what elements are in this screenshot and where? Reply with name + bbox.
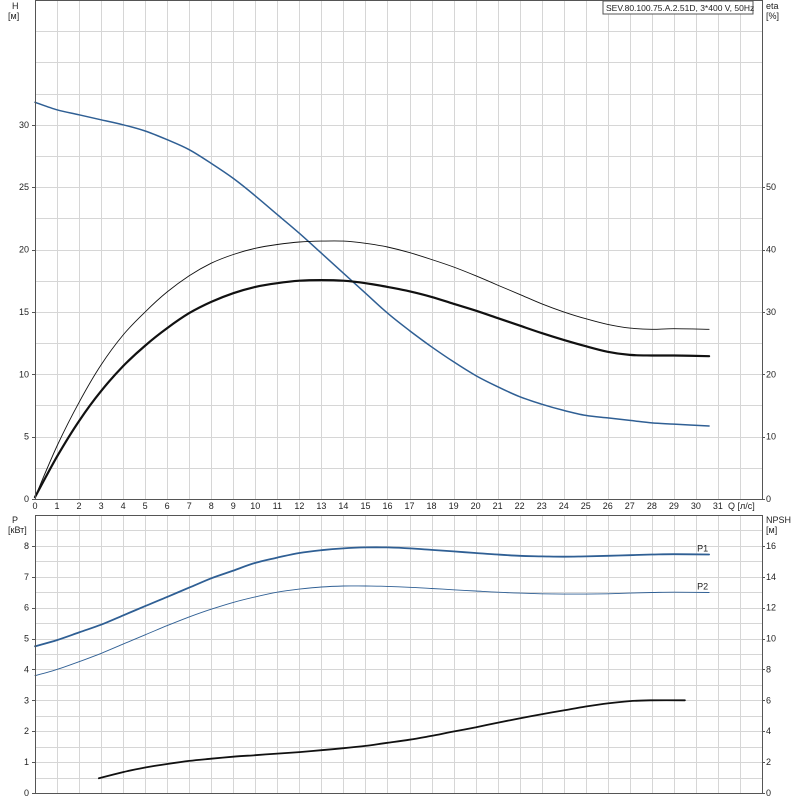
x-axis-title: Q [л/с] [728,501,755,511]
bottom-right-tick-label: 16 [766,541,776,551]
x-tick-label: 18 [427,501,437,511]
x-tick-label: 21 [493,501,503,511]
x-tick-label: 13 [316,501,326,511]
bottom-panel-grid [35,515,763,794]
top-right-tick-label: 0 [766,494,771,504]
bottom-left-tick-label: 8 [24,541,29,551]
x-tick-label: 24 [559,501,569,511]
x-tick-label: 26 [603,501,613,511]
x-tick-label: 29 [669,501,679,511]
top-left-tick-label: 30 [19,120,29,130]
x-tick-label: 17 [405,501,415,511]
x-tick-label: 8 [209,501,214,511]
series-label-P2: P2 [697,582,708,592]
top-left-tick-label: 10 [19,369,29,379]
bottom-right-tick-label: 6 [766,695,771,705]
top-right-axis-unit: [%] [766,11,779,21]
series-label-P1: P1 [697,544,708,554]
x-tick-label: 28 [647,501,657,511]
bottom-right-tick-label: 0 [766,788,771,798]
series-line-bottom-0 [34,546,710,648]
bottom-right-tick-label: 2 [766,757,771,767]
x-tick-label: 15 [360,501,370,511]
x-tick-label: 30 [691,501,701,511]
top-left-tick-label: 20 [19,245,29,255]
bottom-left-tick-label: 6 [24,603,29,613]
x-tick-label: 6 [165,501,170,511]
series-layer: P1 P2 [33,101,711,780]
series-line-top-2 [33,279,711,499]
x-tick-label: 23 [537,501,547,511]
top-right-tick-label: 30 [766,307,776,317]
series-line-top-1 [34,240,710,498]
x-tick-label: 3 [99,501,104,511]
x-tick-label: 0 [32,501,37,511]
bottom-left-tick-label: 4 [24,664,29,674]
top-right-tick-label: 40 [766,245,776,255]
bottom-left-tick-label: 7 [24,572,29,582]
x-tick-label: 14 [338,501,348,511]
x-tick-label: 4 [121,501,126,511]
bottom-left-axis-title: P [12,515,18,525]
bottom-right-axis-title: NPSH [766,515,791,525]
bottom-right-axis-unit: [м] [766,525,777,535]
bottom-right-tick-label: 8 [766,664,771,674]
top-left-tick-label: 15 [19,307,29,317]
x-tick-label: 2 [77,501,82,511]
x-tick-label: 10 [250,501,260,511]
x-tick-label: 5 [143,501,148,511]
x-tick-label: 1 [55,501,60,511]
series-line-top-0 [34,101,710,427]
x-tick-label: 12 [294,501,304,511]
x-tick-label: 16 [382,501,392,511]
top-left-axis-title: H [12,1,19,11]
bottom-right-tick-label: 10 [766,634,776,644]
bottom-left-axis-unit: [кВт] [8,525,27,535]
top-left-axis-unit: [м] [8,11,19,21]
x-tick-label: 20 [471,501,481,511]
x-tick-label: 27 [625,501,635,511]
top-right-tick-label: 10 [766,432,776,442]
x-tick-label: 19 [449,501,459,511]
bottom-left-tick-label: 3 [24,695,29,705]
x-tick-label: 9 [231,501,236,511]
bottom-right-tick-label: 12 [766,603,776,613]
x-tick-label: 31 [713,501,723,511]
bottom-left-tick-label: 0 [24,788,29,798]
top-left-tick-label: 5 [24,432,29,442]
model-label: SEV.80.100.75.A.2.51D, 3*400 V, 50Hz [606,3,754,13]
x-tick-label: 25 [581,501,591,511]
series-line-bottom-1 [34,585,710,677]
top-left-tick-label: 25 [19,182,29,192]
x-tick-label: 22 [515,501,525,511]
bottom-left-tick-label: 1 [24,757,29,767]
top-right-tick-label: 50 [766,182,776,192]
bottom-left-tick-label: 2 [24,726,29,736]
series-line-bottom-2 [98,699,686,780]
bottom-right-tick-label: 4 [766,726,771,736]
bottom-right-tick-label: 14 [766,572,776,582]
top-left-tick-label: 0 [24,494,29,504]
x-tick-label: 7 [187,501,192,511]
top-right-tick-label: 20 [766,369,776,379]
model-label-box [602,0,754,15]
bottom-panel-frame [35,515,763,794]
top-right-axis-title: eta [766,1,779,11]
bottom-left-tick-label: 5 [24,634,29,644]
x-tick-label: 11 [273,501,282,511]
